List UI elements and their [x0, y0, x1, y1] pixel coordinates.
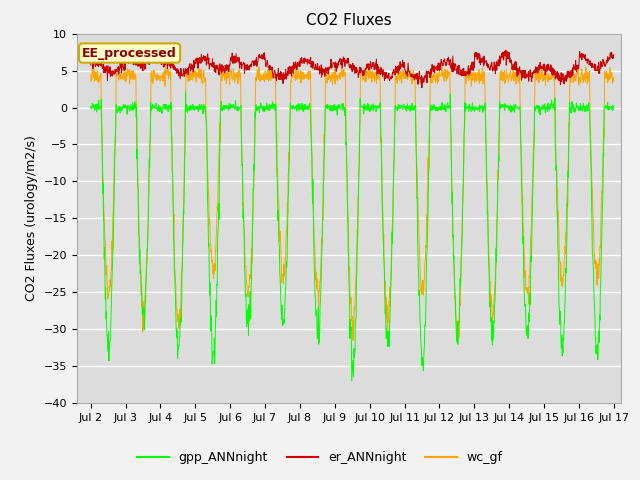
gpp_ANNnight	[548, 103, 556, 109]
gpp_ANNnight	[191, 108, 198, 113]
er_ANNnight	[548, 72, 556, 78]
gpp_ANNnight	[87, 105, 95, 111]
er_ANNnight	[418, 85, 426, 91]
wc_gf	[610, 78, 618, 84]
gpp_ANNnight	[348, 378, 356, 384]
gpp_ANNnight	[610, 104, 618, 110]
gpp_ANNnight	[502, 104, 510, 110]
er_ANNnight	[262, 64, 270, 70]
Text: EE_processed: EE_processed	[82, 47, 177, 60]
er_ANNnight	[152, 45, 160, 51]
Line: er_ANNnight: er_ANNnight	[91, 48, 614, 88]
Title: CO2 Fluxes: CO2 Fluxes	[306, 13, 392, 28]
gpp_ANNnight	[204, 192, 211, 198]
wc_gf	[338, 64, 346, 70]
gpp_ANNnight	[434, 104, 442, 110]
wc_gf	[262, 75, 269, 81]
er_ANNnight	[610, 52, 618, 58]
wc_gf	[191, 70, 198, 76]
gpp_ANNnight	[182, 89, 189, 95]
er_ANNnight	[502, 62, 510, 68]
Line: gpp_ANNnight: gpp_ANNnight	[91, 92, 614, 381]
er_ANNnight	[434, 63, 442, 69]
wc_gf	[204, 144, 211, 150]
er_ANNnight	[204, 51, 211, 57]
wc_gf	[502, 74, 510, 80]
er_ANNnight	[87, 62, 95, 68]
gpp_ANNnight	[262, 107, 270, 112]
er_ANNnight	[191, 63, 198, 69]
Y-axis label: CO2 Fluxes (urology/m2/s): CO2 Fluxes (urology/m2/s)	[25, 135, 38, 301]
wc_gf	[434, 72, 442, 78]
wc_gf	[87, 79, 95, 84]
wc_gf	[349, 337, 357, 343]
Line: wc_gf: wc_gf	[91, 67, 614, 340]
Legend: gpp_ANNnight, er_ANNnight, wc_gf: gpp_ANNnight, er_ANNnight, wc_gf	[132, 446, 508, 469]
wc_gf	[548, 66, 556, 72]
